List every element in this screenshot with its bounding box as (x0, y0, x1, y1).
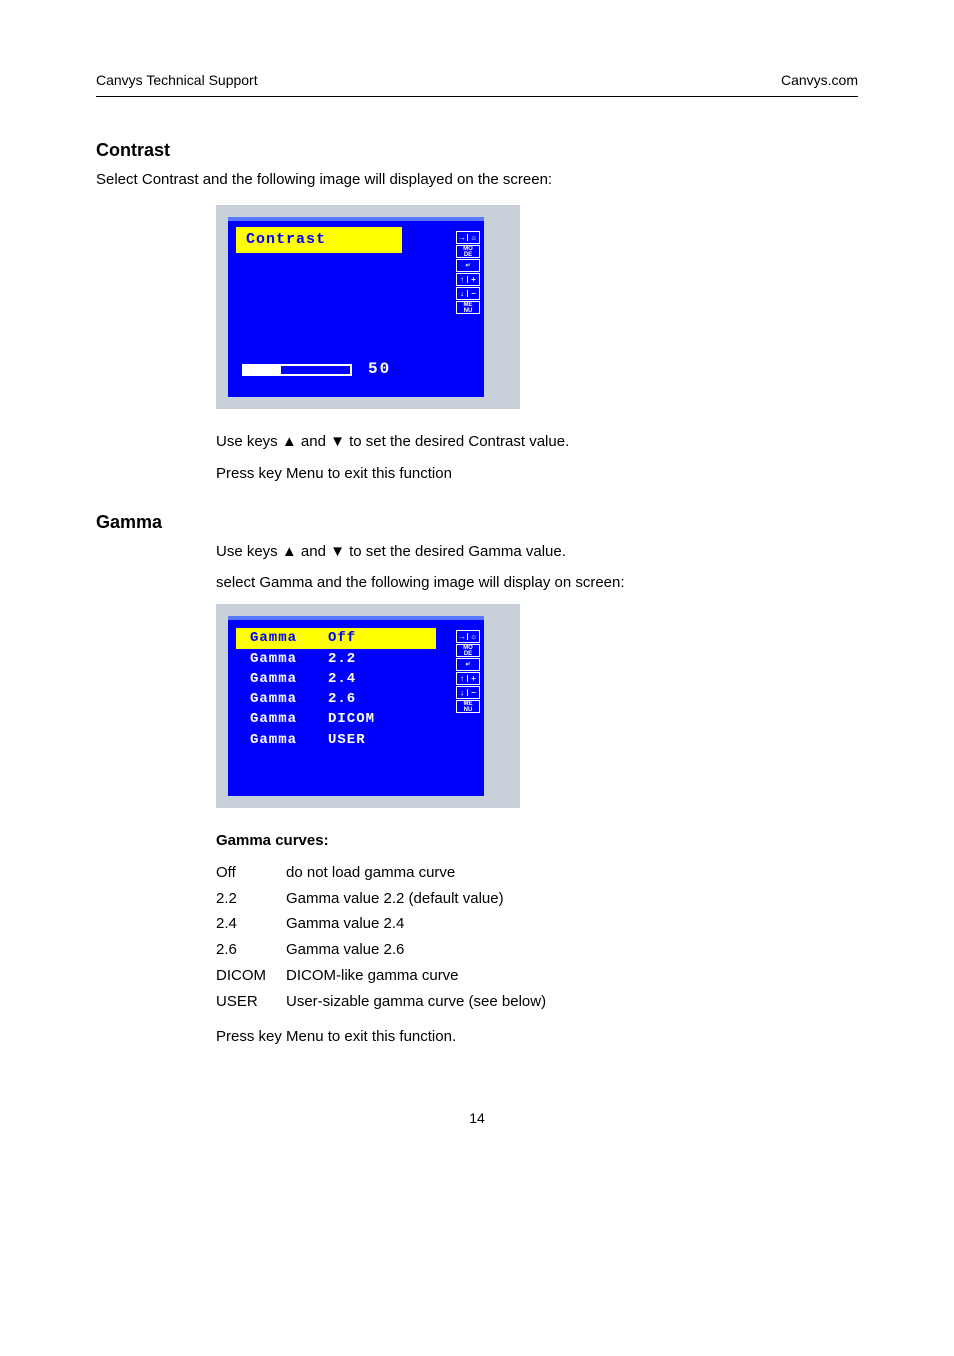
osd-hint: ↓− (456, 287, 480, 300)
header-left: Canvys Technical Support (96, 70, 258, 90)
contrast-title: Contrast (96, 137, 858, 163)
gamma-item-label: Gamma (250, 649, 320, 669)
osd-hint: →☼ (456, 231, 480, 244)
page-header: Canvys Technical Support Canvys.com (96, 70, 858, 90)
gamma-osd-panel: Gamma Off Gamma 2.2 Gamma 2.4 Gamma 2.6 Gamma DIC… (216, 604, 520, 808)
gamma-curve-desc: Gamma value 2.4 (286, 915, 404, 932)
gamma-curve-label: DICOM (216, 965, 286, 987)
osd-hint: MO DE (456, 644, 480, 657)
gamma-osd-item: Gamma DICOM (236, 709, 436, 729)
gamma-item-value: Off (328, 628, 356, 648)
header-rule (96, 96, 858, 97)
gamma-curve-label: Off (216, 862, 286, 884)
gamma-exit: Press key Menu to exit this function. (216, 1026, 858, 1048)
gamma-curve-label: 2.4 (216, 913, 286, 935)
osd-hint: ↑+ (456, 273, 480, 286)
gamma-item-value: 2.2 (328, 649, 356, 669)
gamma-osd-item: Gamma Off (236, 628, 436, 648)
gamma-osd-item: Gamma 2.4 (236, 669, 436, 689)
gamma-curve-desc: Gamma value 2.2 (default value) (286, 890, 504, 907)
gamma-item-label: Gamma (250, 628, 320, 648)
contrast-intro: Select Contrast and the following image … (96, 169, 858, 191)
gamma-item-label: Gamma (250, 689, 320, 709)
gamma-curve-line: 2.2Gamma value 2.2 (default value) (216, 888, 858, 910)
gamma-curve-desc: do not load gamma curve (286, 864, 455, 881)
contrast-osd: Contrast →☼MO DE↵↑+↓−ME NU 50 (228, 217, 484, 397)
osd-hint: ME NU (456, 700, 480, 713)
osd-hint: →☼ (456, 630, 480, 643)
contrast-instr-1: Use keys ▲ and ▼ to set the desired Cont… (216, 431, 858, 453)
gamma-item-value: 2.6 (328, 689, 356, 709)
gamma-curve-desc: Gamma value 2.6 (286, 941, 404, 958)
gamma-osd-item: Gamma 2.6 (236, 689, 436, 709)
contrast-osd-panel: Contrast →☼MO DE↵↑+↓−ME NU 50 (216, 205, 520, 409)
gamma-curve-line: USERUser-sizable gamma curve (see below) (216, 991, 858, 1013)
slider-fill (244, 366, 281, 374)
gamma-curve-line: Offdo not load gamma curve (216, 862, 858, 884)
gamma-intro-2: select Gamma and the following image wil… (216, 572, 858, 594)
gamma-curves-title: Gamma curves: (216, 830, 858, 852)
gamma-item-label: Gamma (250, 730, 320, 750)
gamma-intro-1: Use keys ▲ and ▼ to set the desired Gamm… (216, 541, 858, 563)
contrast-osd-label: Contrast (246, 229, 326, 251)
gamma-osd: Gamma Off Gamma 2.2 Gamma 2.4 Gamma 2.6 Gamma DIC… (228, 616, 484, 796)
gamma-curve-label: 2.6 (216, 939, 286, 961)
gamma-item-value: USER (328, 730, 366, 750)
osd-key-hints: →☼MO DE↵↑+↓−ME NU (456, 630, 480, 713)
gamma-osd-item: Gamma USER (236, 730, 436, 750)
slider-value: 50 (368, 358, 391, 381)
gamma-curve-line: DICOMDICOM-like gamma curve (216, 965, 858, 987)
contrast-slider: 50 (242, 358, 391, 381)
gamma-curve-desc: DICOM-like gamma curve (286, 967, 459, 984)
gamma-item-label: Gamma (250, 709, 320, 729)
osd-hint: ME NU (456, 301, 480, 314)
page-number: 14 (96, 1108, 858, 1128)
slider-track (242, 364, 352, 376)
osd-hint: ↵ (456, 658, 480, 671)
header-right: Canvys.com (781, 70, 858, 90)
contrast-osd-item: Contrast (236, 227, 402, 253)
gamma-item-label: Gamma (250, 669, 320, 689)
contrast-instr-2: Press key Menu to exit this function (216, 463, 858, 485)
gamma-curve-line: 2.6Gamma value 2.6 (216, 939, 858, 961)
osd-hint: ↑+ (456, 672, 480, 685)
osd-hint: MO DE (456, 245, 480, 258)
osd-hint: ↵ (456, 259, 480, 272)
gamma-curve-line: 2.4Gamma value 2.4 (216, 913, 858, 935)
gamma-curve-label: USER (216, 991, 286, 1013)
gamma-curve-label: 2.2 (216, 888, 286, 910)
gamma-item-value: DICOM (328, 709, 375, 729)
gamma-title: Gamma (96, 509, 858, 535)
gamma-curve-desc: User-sizable gamma curve (see below) (286, 993, 546, 1010)
gamma-item-value: 2.4 (328, 669, 356, 689)
osd-hint: ↓− (456, 686, 480, 699)
osd-key-hints: →☼MO DE↵↑+↓−ME NU (456, 231, 480, 314)
gamma-osd-item: Gamma 2.2 (236, 649, 436, 669)
